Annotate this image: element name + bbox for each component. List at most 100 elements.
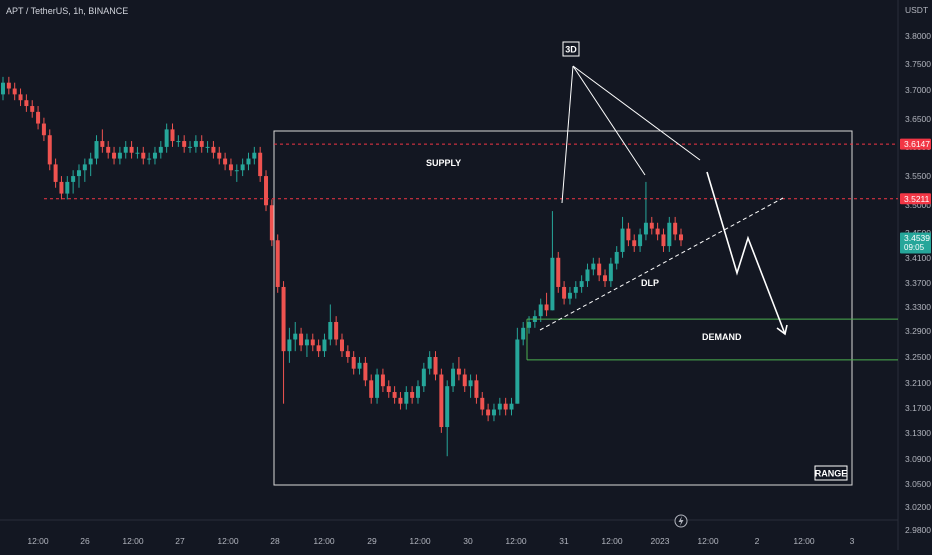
candle: [299, 327, 304, 352]
price-tick: 3.7000: [905, 85, 931, 95]
candle: [603, 269, 608, 287]
time-tick: 12:00: [601, 536, 623, 546]
price-tick: 3.5500: [905, 171, 931, 181]
candle: [223, 152, 228, 171]
candle: [182, 135, 187, 153]
candle: [246, 152, 251, 171]
3d-label-box: [562, 41, 580, 57]
candle: [141, 146, 146, 165]
price-tick: 3.3300: [905, 302, 931, 312]
candle: [380, 368, 385, 393]
candle: [340, 333, 344, 357]
price-tick: 3.1700: [905, 403, 931, 413]
time-tick: 12:00: [27, 536, 49, 546]
candle: [538, 298, 543, 322]
candle: [328, 304, 333, 346]
candle: [638, 228, 643, 252]
time-axis[interactable]: 12:00 26 12:00 27 12:00 28 12:00 29 12:00 30 12:00…: [27, 536, 854, 546]
candle: [12, 82, 17, 101]
candle: [415, 380, 420, 404]
candle: [573, 281, 578, 299]
candle: [234, 164, 239, 182]
candle: [76, 164, 81, 188]
candle: [608, 257, 613, 287]
candle: [369, 374, 374, 404]
candle: [112, 146, 117, 165]
candle: [94, 135, 99, 165]
time-tick: 12:00: [505, 536, 527, 546]
time-tick: 3: [850, 536, 855, 546]
price-tick: 3.7500: [905, 59, 931, 69]
candle: [632, 234, 637, 252]
candle: [36, 106, 41, 130]
candle: [117, 146, 122, 165]
candle: [147, 152, 152, 165]
candle: [351, 351, 356, 375]
time-tick: 12:00: [217, 536, 239, 546]
candle: [176, 135, 181, 147]
candle: [486, 403, 491, 422]
3d-line-left: [561, 65, 574, 204]
candle: [322, 333, 327, 357]
candle: [65, 176, 70, 200]
price-tick: 3.3700: [905, 278, 931, 288]
range-box[interactable]: [273, 130, 853, 486]
price-tick: 3.2500: [905, 352, 931, 362]
candle: [193, 135, 198, 153]
candle: [135, 146, 140, 159]
candle: [287, 327, 292, 363]
candle: [123, 141, 128, 159]
candle: [404, 386, 409, 410]
price-tick: 3.4100: [905, 253, 931, 263]
projection-path[interactable]: [706, 171, 786, 335]
candle: [491, 403, 496, 422]
candle: [88, 152, 93, 177]
candle: [386, 380, 391, 398]
candlestick-series: [1, 76, 683, 457]
candle: [474, 374, 479, 404]
candle: [334, 316, 339, 346]
candle: [433, 351, 438, 381]
time-tick: 12:00: [793, 536, 815, 546]
range-label-box: [814, 465, 848, 481]
price-tick: 3.5000: [905, 200, 931, 210]
time-tick: 2023: [651, 536, 670, 546]
candle: [293, 321, 298, 352]
time-tick: 2: [755, 536, 760, 546]
price-tick: 3.8000: [905, 31, 931, 41]
svg-text:3.6147: 3.6147: [904, 139, 930, 149]
candle: [152, 146, 157, 165]
candle: [544, 292, 549, 317]
candle: [626, 222, 631, 247]
candle: [304, 333, 309, 357]
supply-low-badge: 3.5211: [900, 193, 931, 205]
candle: [240, 158, 245, 177]
candle: [456, 357, 461, 381]
candle: [567, 286, 572, 305]
symbol-title: APT / TetherUS, 1h, BINANCE: [6, 6, 128, 16]
lightning-icon[interactable]: [674, 514, 688, 528]
candle: [41, 117, 46, 142]
candle: [217, 146, 222, 165]
candle: [269, 199, 274, 247]
candle: [421, 362, 426, 393]
candle: [468, 374, 473, 398]
candle: [59, 176, 64, 200]
candle: [649, 216, 654, 235]
candle: [24, 94, 29, 112]
price-axis-currency: USDT: [905, 5, 928, 15]
candle: [129, 141, 134, 159]
price-tick: 3.6500: [905, 114, 931, 124]
candle: [462, 368, 467, 393]
price-tick: 3.2900: [905, 326, 931, 336]
candle: [82, 158, 87, 182]
candle: [281, 281, 286, 404]
projection-arrowhead: [776, 324, 788, 336]
3d-line-right: [572, 65, 701, 161]
candle: [158, 141, 163, 159]
candle: [252, 146, 257, 165]
time-tick: 12:00: [697, 536, 719, 546]
time-tick: 27: [175, 536, 185, 546]
candle: [228, 158, 233, 177]
